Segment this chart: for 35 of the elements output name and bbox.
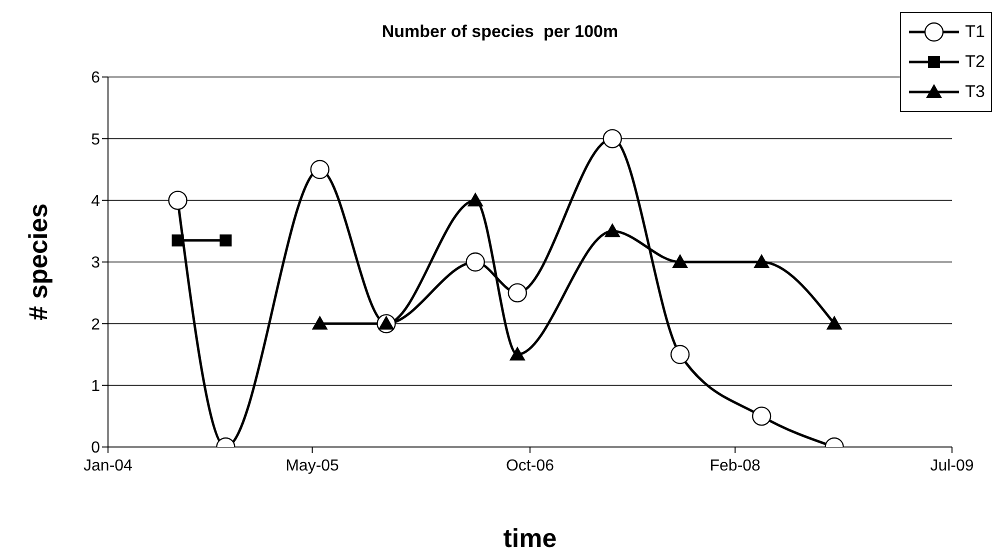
point (172, 234, 184, 246)
x-tick-label: May-05 (286, 457, 340, 474)
y-axis-title: # species (23, 203, 54, 321)
point (509, 346, 526, 360)
point (467, 192, 484, 206)
point (310, 160, 330, 180)
point (220, 234, 232, 246)
y-tick-label: 6 (91, 70, 100, 87)
point (378, 316, 394, 330)
point (168, 190, 188, 210)
point (602, 129, 622, 148)
x-tick-label: Jul-09 (930, 457, 974, 474)
y-tick-label: 0 (91, 440, 100, 457)
legend-label: T2 (965, 52, 985, 72)
x-tick-label: Oct-06 (506, 457, 554, 474)
y-tick-label: 1 (91, 378, 100, 396)
y-tick-label: 4 (91, 193, 100, 210)
chart-title: Number of species per 100m (382, 22, 618, 41)
legend-label: T1 (965, 22, 985, 42)
x-tick-label: Feb-08 (710, 457, 761, 474)
legend-label: T3 (965, 82, 985, 102)
point (672, 254, 688, 268)
point (670, 344, 690, 364)
x-axis-title: time (503, 523, 557, 553)
point (466, 252, 485, 272)
y-tick-label: 3 (91, 254, 100, 272)
point (604, 223, 620, 238)
point (508, 283, 527, 302)
point (312, 316, 328, 330)
y-tick-label: 5 (91, 131, 100, 148)
x-tick-label: Jan-04 (84, 457, 133, 474)
point (752, 406, 772, 426)
point (826, 316, 842, 330)
y-tick-label: 2 (91, 316, 100, 334)
point (754, 254, 770, 268)
